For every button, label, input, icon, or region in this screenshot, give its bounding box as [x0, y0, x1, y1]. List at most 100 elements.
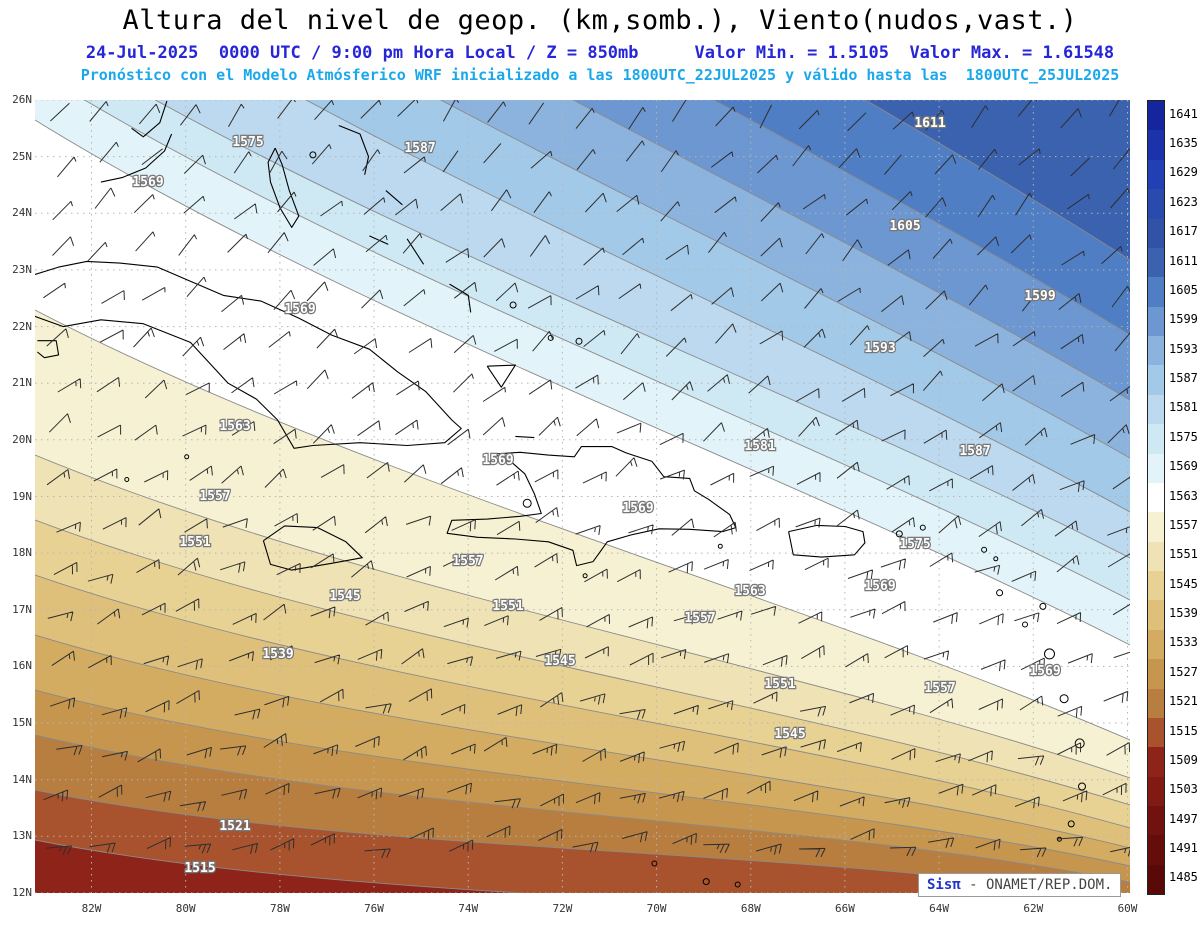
coastline	[100, 133, 173, 183]
colorbar-tick-label: 1503	[1169, 782, 1198, 797]
colorbar-cell	[1148, 541, 1164, 571]
island-outline	[575, 337, 583, 345]
island-outline	[717, 543, 723, 549]
coastline	[515, 435, 535, 439]
coastline	[35, 260, 462, 449]
contour-label: 1515	[184, 861, 215, 876]
colorbar-tick-label: 1623	[1169, 194, 1198, 209]
coastline	[406, 238, 425, 265]
contour-line	[35, 454, 1130, 779]
contour-line	[35, 839, 528, 893]
contour-label: 1611	[914, 116, 945, 131]
colorbar-tick-label: 1599	[1169, 312, 1198, 327]
contour-label: 1569	[132, 175, 163, 190]
colorbar-tick-label: 1557	[1169, 517, 1198, 532]
latitude-axis: 26N 25N 24N 23N 22N 21N 20N 19N 18N 17N 16N 15N 14N 1…	[2, 93, 32, 899]
contour-line	[35, 519, 1130, 806]
island-outline	[1059, 694, 1069, 704]
colorbar-tick-label: 1629	[1169, 165, 1198, 180]
colorbar-cell	[1148, 659, 1164, 689]
colorbar-tick-label: 1593	[1169, 341, 1198, 356]
wind-barbs-layer	[43, 100, 1130, 859]
coastline	[385, 190, 403, 206]
contour-label: 1557	[684, 611, 715, 626]
colorbar-tick-label: 1515	[1169, 723, 1198, 738]
contour-label: 1575	[232, 135, 263, 150]
contour-label: 1587	[404, 141, 435, 156]
colorbar-tick-label: 1569	[1169, 459, 1198, 474]
colorbar-cell	[1148, 424, 1164, 454]
colorbar-labels: 1641 1635 1629 1623 1617 1611 1605 1599 1593 1587…	[1169, 100, 1200, 893]
lat-tick-label: 15N	[12, 716, 32, 729]
contour-label: 1569	[1029, 664, 1060, 679]
contour-label: 1563	[734, 584, 765, 599]
lon-tick-label: 76W	[364, 902, 384, 915]
lon-tick-label: 78W	[269, 902, 290, 915]
lat-tick-label: 21N	[12, 376, 32, 390]
colorbar-tick-label: 1527	[1169, 664, 1198, 679]
colorbar-tick-label: 1617	[1169, 224, 1198, 239]
lat-tick-label: 23N	[12, 262, 32, 276]
lat-tick-label: 19N	[12, 489, 32, 503]
contour-label: 1557	[199, 489, 230, 504]
colorbar-cell	[1148, 864, 1164, 895]
colorbar-tick-label: 1581	[1169, 400, 1198, 415]
lat-tick-label: 17N	[12, 602, 32, 616]
contour-label: 1563	[219, 419, 250, 434]
colorbar-tick-label: 1491	[1169, 840, 1198, 855]
colorbar-cell	[1148, 688, 1164, 718]
lon-tick-label: 74W	[458, 902, 479, 915]
contour-line	[572, 100, 1130, 401]
colorbar-cell	[1148, 189, 1164, 219]
colorbar-cell	[1148, 482, 1164, 513]
island-outline	[1067, 820, 1075, 828]
island-outline	[895, 530, 903, 538]
lat-tick-label: 25N	[12, 149, 32, 163]
colorbar-tick-label: 1563	[1169, 488, 1198, 503]
contour-label: 1551	[179, 535, 210, 550]
contour-line	[35, 634, 1130, 849]
forecast-model-text: Pronóstico con el Modelo Atmósferico WRF…	[80, 66, 1120, 84]
colorbar-cell	[1148, 600, 1164, 630]
contour-label: 1581	[744, 439, 775, 454]
coastline	[131, 100, 168, 138]
coastline	[37, 340, 60, 359]
colorbar-tick-label: 1485	[1169, 870, 1198, 885]
coastline	[446, 446, 737, 567]
lat-tick-label: 22N	[12, 319, 32, 333]
lon-tick-label: 60W	[1117, 902, 1138, 915]
coastline	[267, 147, 300, 228]
island-outline	[702, 878, 710, 886]
contour-label: 1575	[899, 537, 930, 552]
watermark-org-text: - ONAMET/REP.DOM.	[960, 877, 1113, 893]
island-outline	[1044, 648, 1055, 660]
minmax-values-text: Valor Min. = 1.5105 Valor Max. = 1.61548	[694, 43, 1115, 63]
colorbar-tick-label: 1611	[1169, 253, 1198, 268]
contour-line	[864, 100, 1130, 261]
coastline	[369, 235, 389, 245]
lat-tick-label: 26N	[12, 93, 32, 106]
colorbar-tick-label: 1509	[1169, 752, 1198, 767]
island-outline	[993, 556, 999, 562]
contour-label: 1551	[492, 599, 523, 614]
colorbar	[1147, 100, 1165, 895]
contour-line	[713, 100, 1130, 336]
coastline	[486, 364, 516, 388]
colorbar-cell	[1148, 747, 1164, 777]
lon-tick-label: 66W	[834, 902, 855, 915]
colorbar-cell	[1148, 306, 1164, 336]
lat-tick-label: 20N	[12, 432, 32, 446]
lon-tick-label: 62W	[1023, 902, 1044, 915]
chart-subtitle-row: 24-Jul-2025 0000 UTC / 9:00 pm Hora Loca…	[0, 43, 1200, 63]
lon-tick-label: 72W	[552, 902, 573, 915]
contour-label: 1545	[329, 589, 360, 604]
island-outline	[309, 151, 317, 159]
colorbar-cell	[1148, 717, 1164, 748]
colorbar-cell	[1148, 512, 1164, 542]
lat-tick-label: 18N	[12, 546, 32, 560]
contour-label: 1545	[774, 727, 805, 742]
lon-tick-label: 80W	[175, 902, 196, 915]
colorbar-cell	[1148, 130, 1164, 160]
colorbar-tick-label: 1497	[1169, 811, 1198, 826]
